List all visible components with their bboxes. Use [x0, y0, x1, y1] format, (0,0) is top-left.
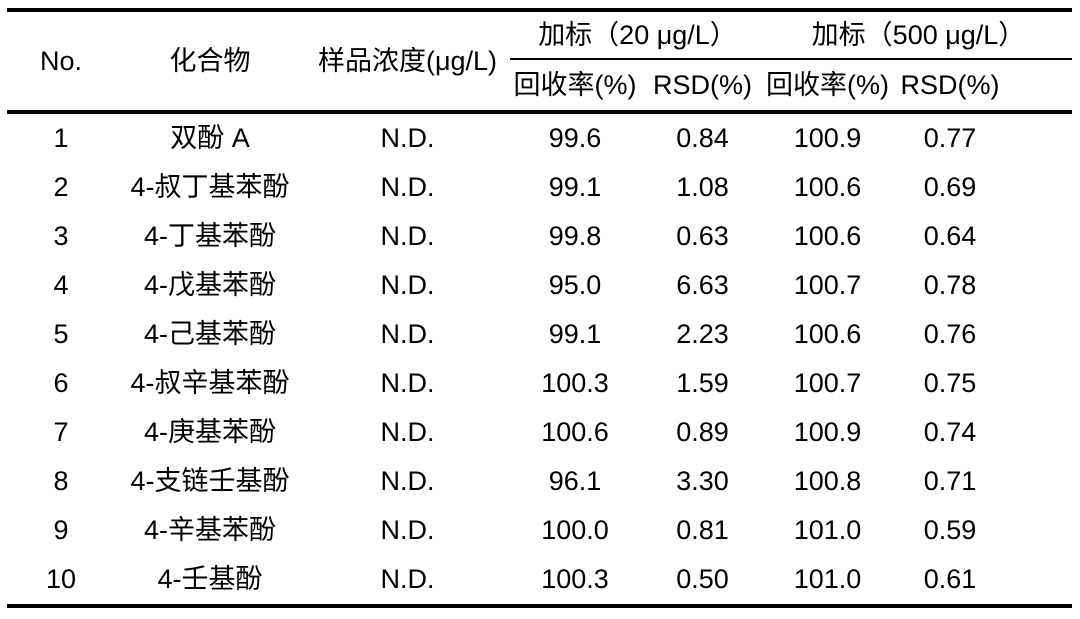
recovery-table: No. 化合物 样品浓度(μg/L) 加标（20 μg/L） 加标（500 μg…: [7, 8, 1072, 608]
table-row: 9 4-辛基苯酚 N.D. 100.0 0.81 101.0 0.59: [7, 506, 1072, 555]
cell-sample-concentration: N.D.: [380, 466, 435, 496]
cell-compound: 4-壬基酚: [157, 564, 263, 594]
cell-no: 3: [53, 221, 69, 251]
header-spike-20-group: 加标（20 μg/L）: [510, 12, 765, 60]
cell-no: 2: [53, 172, 69, 202]
cell-recovery-500: 100.7: [793, 270, 862, 300]
header-recovery-500: 回收率(%): [766, 69, 889, 100]
cell-no: 4: [53, 270, 69, 300]
header-recovery-20: 回收率(%): [513, 69, 637, 100]
cell-no: 1: [53, 123, 69, 153]
cell-recovery-20: 99.1: [548, 172, 602, 202]
cell-no: 7: [53, 417, 69, 447]
table-row: 4 4-戊基苯酚 N.D. 95.0 6.63 100.7 0.78: [7, 261, 1072, 310]
table-row: 5 4-己基苯酚 N.D. 99.1 2.23 100.6 0.76: [7, 310, 1072, 359]
cell-rsd-20: 0.81: [676, 515, 729, 545]
cell-sample-concentration: N.D.: [380, 368, 435, 398]
cell-sample-concentration: N.D.: [380, 564, 435, 594]
table-header: No. 化合物 样品浓度(μg/L) 加标（20 μg/L） 加标（500 μg…: [7, 12, 1072, 114]
table-row: 7 4-庚基苯酚 N.D. 100.6 0.89 100.9 0.74: [7, 408, 1072, 457]
table-row: 6 4-叔辛基苯酚 N.D. 100.3 1.59 100.7 0.75: [7, 359, 1072, 408]
table-row: 8 4-支链壬基酚 N.D. 96.1 3.30 100.8 0.71: [7, 457, 1072, 506]
header-rsd-500: RSD(%): [900, 69, 1000, 100]
cell-recovery-20: 95.0: [548, 270, 602, 300]
cell-no: 5: [53, 319, 69, 349]
cell-compound: 4-庚基苯酚: [143, 417, 276, 447]
cell-rsd-20: 0.89: [676, 417, 729, 447]
cell-sample-concentration: N.D.: [380, 319, 435, 349]
cell-no: 6: [53, 368, 69, 398]
cell-recovery-20: 99.6: [548, 123, 602, 153]
cell-recovery-500: 100.7: [793, 368, 862, 398]
table-row: 2 4-叔丁基苯酚 N.D. 99.1 1.08 100.6 0.69: [7, 163, 1072, 212]
cell-compound: 4-辛基苯酚: [143, 515, 276, 545]
cell-recovery-20: 96.1: [548, 466, 602, 496]
cell-sample-concentration: N.D.: [380, 417, 435, 447]
cell-recovery-20: 100.0: [541, 515, 609, 545]
cell-recovery-500: 100.8: [793, 466, 862, 496]
cell-rsd-20: 0.63: [676, 221, 729, 251]
cell-sample-concentration: N.D.: [380, 515, 435, 545]
header-rsd-20: RSD(%): [653, 69, 752, 100]
cell-rsd-500: 0.61: [923, 564, 977, 594]
cell-compound: 4-支链壬基酚: [130, 466, 290, 496]
cell-rsd-20: 3.30: [676, 466, 729, 496]
cell-sample-concentration: N.D.: [380, 123, 435, 153]
cell-compound: 双酚 A: [170, 123, 250, 153]
cell-rsd-500: 0.78: [923, 270, 977, 300]
header-no: No.: [39, 45, 83, 76]
cell-compound: 4-己基苯酚: [143, 319, 276, 349]
cell-rsd-20: 1.08: [676, 172, 729, 202]
table-row: 1 双酚 A N.D. 99.6 0.84 100.9 0.77: [7, 114, 1072, 163]
cell-no: 8: [53, 466, 69, 496]
cell-rsd-500: 0.75: [923, 368, 977, 398]
cell-rsd-500: 0.76: [923, 319, 977, 349]
cell-rsd-500: 0.74: [923, 417, 977, 447]
cell-recovery-20: 100.6: [541, 417, 609, 447]
cell-recovery-500: 100.9: [793, 123, 862, 153]
cell-rsd-20: 1.59: [676, 368, 729, 398]
cell-rsd-500: 0.69: [923, 172, 977, 202]
cell-sample-concentration: N.D.: [380, 221, 435, 251]
cell-recovery-20: 99.8: [548, 221, 602, 251]
cell-recovery-20: 99.1: [548, 319, 602, 349]
cell-rsd-20: 2.23: [676, 319, 729, 349]
cell-recovery-500: 100.6: [793, 172, 862, 202]
cell-no: 10: [45, 564, 77, 594]
cell-recovery-500: 101.0: [793, 515, 862, 545]
cell-no: 9: [53, 515, 69, 545]
cell-sample-concentration: N.D.: [380, 172, 435, 202]
cell-rsd-20: 0.84: [676, 123, 729, 153]
cell-rsd-500: 0.77: [923, 123, 977, 153]
cell-rsd-500: 0.64: [923, 221, 977, 251]
cell-sample-concentration: N.D.: [380, 270, 435, 300]
cell-compound: 4-丁基苯酚: [143, 221, 276, 251]
table-row: 3 4-丁基苯酚 N.D. 99.8 0.63 100.6 0.64: [7, 212, 1072, 261]
table-row: 10 4-壬基酚 N.D. 100.3 0.50 101.0 0.61: [7, 555, 1072, 604]
cell-recovery-500: 100.6: [793, 319, 862, 349]
cell-recovery-20: 100.3: [541, 564, 609, 594]
cell-recovery-500: 100.9: [793, 417, 862, 447]
cell-recovery-500: 100.6: [793, 221, 862, 251]
header-compound: 化合物: [169, 45, 251, 76]
cell-compound: 4-戊基苯酚: [143, 270, 276, 300]
cell-recovery-500: 101.0: [793, 564, 862, 594]
cell-compound: 4-叔丁基苯酚: [130, 172, 290, 202]
cell-recovery-20: 100.3: [541, 368, 609, 398]
cell-rsd-20: 0.50: [676, 564, 729, 594]
cell-compound: 4-叔辛基苯酚: [130, 368, 290, 398]
cell-rsd-500: 0.71: [923, 466, 977, 496]
header-spike-500-group: 加标（500 μg/L）: [765, 12, 1072, 60]
header-sample-concentration: 样品浓度(μg/L): [317, 45, 498, 76]
cell-rsd-20: 6.63: [676, 270, 729, 300]
cell-rsd-500: 0.59: [923, 515, 977, 545]
